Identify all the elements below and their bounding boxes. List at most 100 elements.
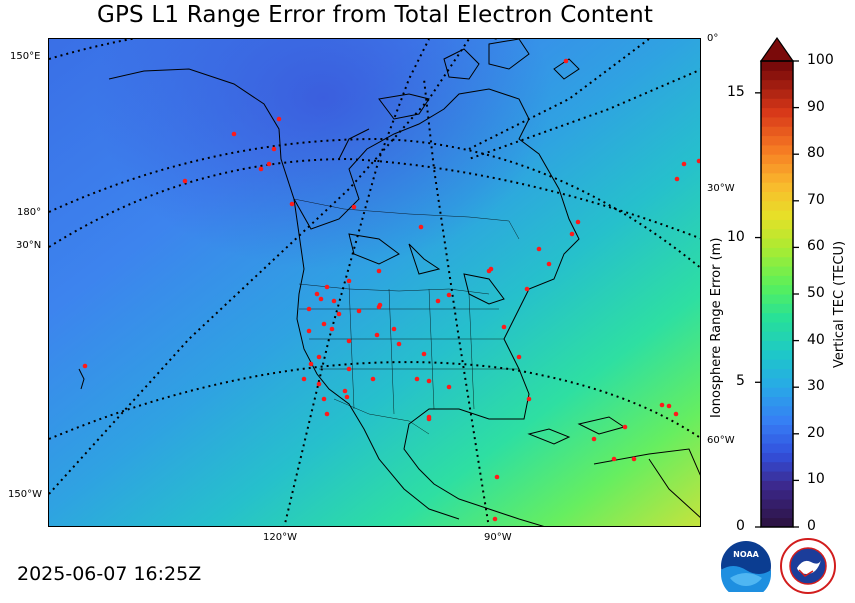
- svg-text:NOAA: NOAA: [733, 550, 759, 559]
- tec-map: [48, 38, 701, 527]
- colorbar-extend-arrow: [759, 36, 795, 62]
- station-marker: [591, 436, 597, 442]
- tec-tick-label: 0: [807, 518, 816, 534]
- chart-title: GPS L1 Range Error from Total Electron C…: [96, 2, 654, 28]
- borders: [293, 198, 520, 435]
- station-marker: [331, 298, 337, 304]
- label-180: 180°: [17, 207, 42, 218]
- station-marker: [666, 403, 672, 409]
- station-marker: [289, 201, 295, 207]
- range-tick-label: 0: [736, 518, 745, 534]
- station-marker: [301, 376, 307, 382]
- gps-stations: [82, 58, 700, 522]
- label-30N: 30°N: [16, 240, 42, 251]
- station-marker: [276, 116, 282, 122]
- range-tick-label: 10: [727, 228, 745, 245]
- station-marker: [82, 363, 88, 369]
- station-marker: [494, 474, 500, 480]
- station-marker: [321, 396, 327, 402]
- station-marker: [376, 268, 382, 274]
- station-marker: [324, 284, 330, 290]
- station-marker: [446, 384, 452, 390]
- station-marker: [681, 161, 687, 167]
- tec-tick-label: 90: [807, 98, 825, 115]
- tec-tick-label: 40: [807, 331, 825, 348]
- station-marker: [391, 326, 397, 332]
- station-marker: [396, 341, 402, 347]
- station-marker: [575, 219, 581, 225]
- station-marker: [631, 456, 637, 462]
- station-marker: [536, 246, 542, 252]
- station-marker: [418, 224, 424, 230]
- station-marker: [346, 366, 352, 372]
- label-90W: 90°W: [484, 532, 512, 543]
- label-120W: 120°W: [263, 532, 297, 543]
- range-axis-label: Ionosphere Range Error (m): [709, 237, 724, 418]
- station-marker: [342, 388, 348, 394]
- station-marker: [526, 396, 532, 402]
- station-marker: [346, 278, 352, 284]
- station-marker: [271, 146, 277, 152]
- station-marker: [426, 416, 432, 422]
- national-weather-service-logo: [780, 538, 836, 594]
- station-marker: [524, 286, 530, 292]
- timestamp: 2025-06-07 16:25Z: [17, 563, 202, 585]
- label-0: 0°: [707, 33, 719, 44]
- station-marker: [306, 306, 312, 312]
- station-marker: [659, 402, 665, 408]
- station-marker: [329, 326, 335, 332]
- station-marker: [673, 411, 679, 417]
- tec-tick-label: 20: [807, 424, 825, 441]
- station-marker: [492, 516, 498, 522]
- station-marker: [622, 424, 628, 430]
- label-30W: 30°W: [707, 183, 735, 194]
- tec-tick-label: 50: [807, 285, 825, 301]
- station-marker: [374, 332, 380, 338]
- label-60W: 60°W: [707, 435, 735, 446]
- range-tick-label: 5: [736, 373, 745, 390]
- station-marker: [324, 411, 330, 417]
- station-marker: [336, 311, 342, 317]
- station-marker: [546, 261, 552, 267]
- station-marker: [414, 376, 420, 382]
- range-tick-label: 15: [727, 83, 745, 100]
- station-marker: [316, 354, 322, 360]
- station-marker: [346, 338, 352, 344]
- station-marker: [696, 158, 700, 164]
- tec-tick-label: 80: [807, 145, 825, 162]
- station-marker: [258, 166, 264, 172]
- station-marker: [563, 58, 569, 64]
- station-marker: [306, 328, 312, 334]
- coastlines: [78, 39, 700, 526]
- graticule: [49, 39, 700, 526]
- colorbar: [755, 36, 799, 528]
- station-marker: [351, 204, 357, 210]
- station-marker: [421, 351, 427, 357]
- tec-tick-label: 70: [807, 191, 825, 208]
- station-marker: [321, 321, 327, 327]
- station-marker: [182, 178, 188, 184]
- station-marker: [435, 298, 441, 304]
- station-marker: [377, 302, 383, 308]
- noaa-logo: NOAA: [721, 541, 771, 592]
- station-marker: [266, 161, 272, 167]
- label-150E: 150°E: [10, 51, 41, 62]
- station-marker: [674, 176, 680, 182]
- station-marker: [356, 308, 362, 314]
- station-marker: [501, 324, 507, 330]
- station-marker: [569, 231, 575, 237]
- station-marker: [231, 131, 237, 137]
- station-marker: [446, 292, 452, 298]
- label-150W: 150°W: [8, 489, 42, 500]
- station-marker: [314, 291, 320, 297]
- station-marker: [344, 394, 350, 400]
- tec-tick-label: 30: [807, 378, 825, 395]
- station-marker: [516, 354, 522, 360]
- tec-tick-label: 100: [807, 52, 834, 68]
- station-marker: [308, 361, 314, 367]
- station-marker: [318, 296, 324, 302]
- station-marker: [426, 378, 432, 384]
- station-marker: [611, 456, 617, 462]
- tec-tick-label: 10: [807, 471, 825, 488]
- tec-axis-label: Vertical TEC (TECU): [832, 240, 847, 368]
